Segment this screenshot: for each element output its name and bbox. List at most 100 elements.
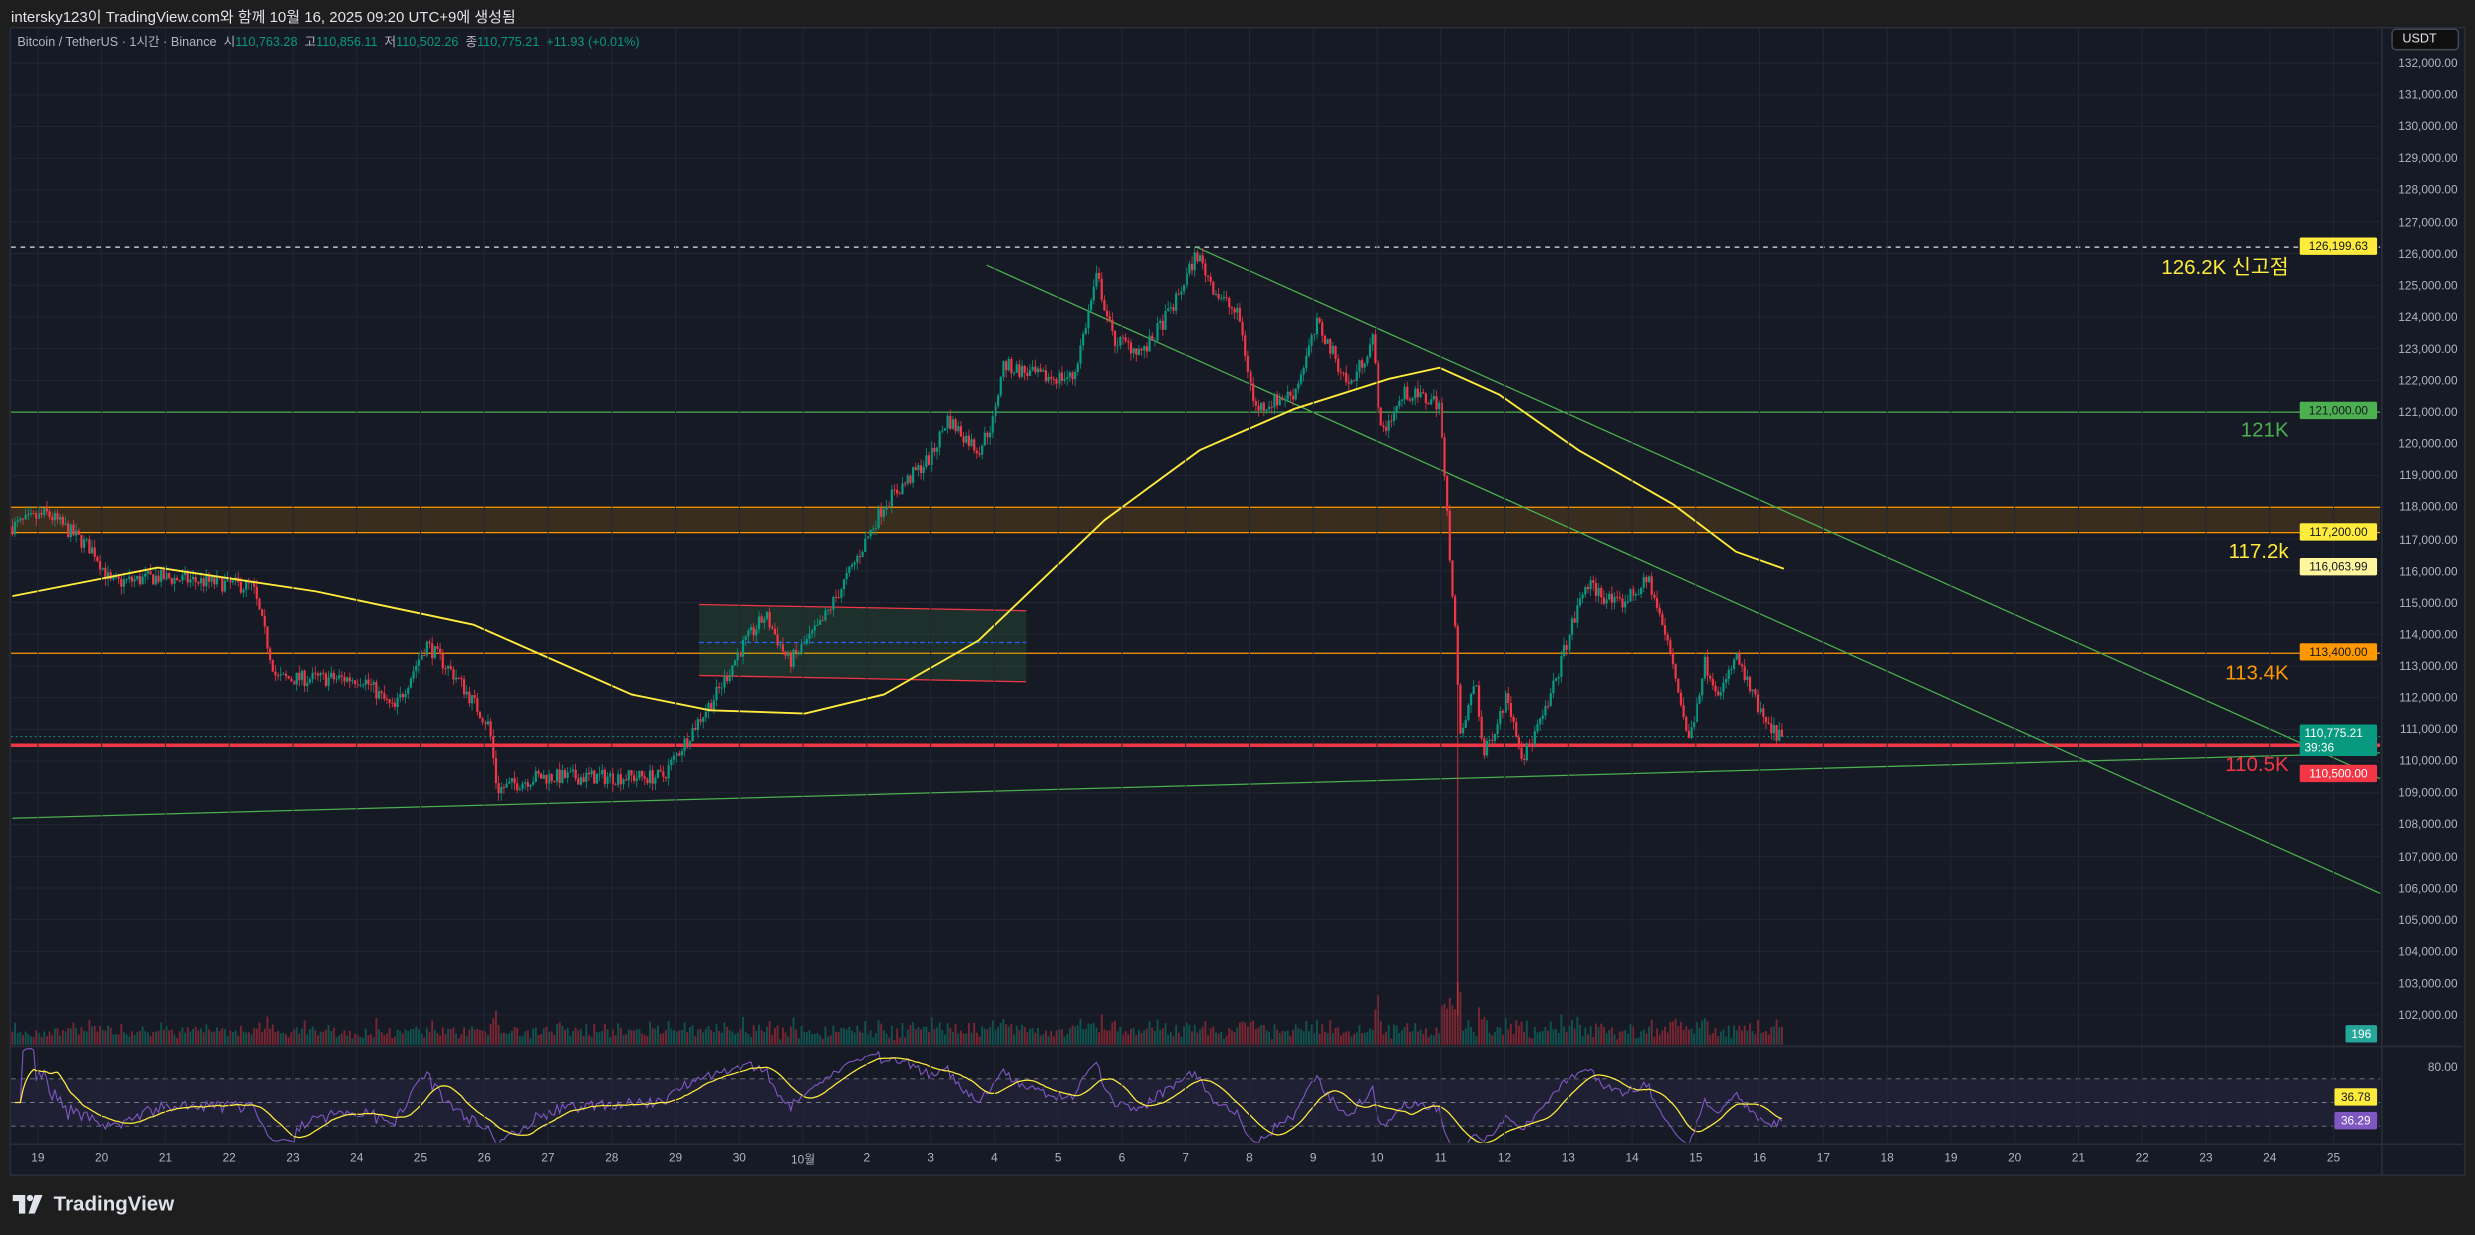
volume-bar xyxy=(763,1032,766,1045)
volume-bar xyxy=(415,1026,418,1045)
candle-body xyxy=(1379,407,1382,426)
volume-bar xyxy=(362,1037,365,1045)
candle-body xyxy=(1058,372,1061,384)
volume-bar xyxy=(954,1023,957,1045)
candle-body xyxy=(553,781,556,782)
currency-button[interactable]: USDT xyxy=(2391,28,2460,51)
volume-bar xyxy=(234,1030,237,1045)
candle-body xyxy=(1113,330,1117,346)
volume-bar xyxy=(1480,1019,1483,1045)
candle-body xyxy=(662,771,665,777)
volume-bar xyxy=(662,1033,665,1045)
candle-body xyxy=(308,679,312,683)
volume-bar xyxy=(1767,1034,1770,1045)
volume-bar xyxy=(1318,1033,1321,1045)
volume-bar xyxy=(404,1029,407,1045)
volume-bar xyxy=(14,1022,16,1045)
candle-body xyxy=(298,672,301,681)
volume-bar xyxy=(957,1033,960,1045)
volume-bar xyxy=(178,1031,181,1045)
volume-bar xyxy=(1127,1034,1130,1045)
candle-body xyxy=(1299,374,1303,384)
candle-body xyxy=(1121,337,1125,338)
volume-bar xyxy=(123,1032,125,1045)
candle-body xyxy=(1419,392,1422,398)
candle-body xyxy=(287,676,290,679)
volume-bar xyxy=(768,1021,771,1045)
level-121k-annotation[interactable]: 121K xyxy=(2240,417,2289,442)
volume-bar xyxy=(997,1026,1000,1045)
volume-bar xyxy=(1626,1034,1629,1045)
level-117k-annotation[interactable]: 117.2k xyxy=(2228,539,2289,563)
volume-bar xyxy=(229,1030,232,1045)
candle-body xyxy=(1687,730,1691,738)
volume-bar xyxy=(1653,1036,1656,1045)
candle-body xyxy=(1539,718,1542,725)
volume-bar xyxy=(160,1022,163,1045)
volume-bar xyxy=(144,1031,147,1045)
volume-bar xyxy=(340,1033,343,1045)
volume-bar xyxy=(1167,1034,1170,1045)
candle-body xyxy=(1748,676,1752,692)
symbol-name[interactable]: Bitcoin / TetherUS · 1시간 · Binance xyxy=(17,34,217,49)
candle-body xyxy=(765,612,769,620)
volume-bar xyxy=(441,1027,444,1045)
volume-bar xyxy=(649,1021,651,1045)
candle-body xyxy=(452,669,455,680)
volume-bar xyxy=(561,1025,564,1045)
volume-bar xyxy=(1029,1028,1031,1045)
volume-bar xyxy=(1329,1020,1332,1045)
level-110k-annotation[interactable]: 110.5K xyxy=(2225,752,2289,776)
volume-bar xyxy=(1711,1033,1714,1045)
volume-bar xyxy=(1541,1030,1544,1045)
candle-body xyxy=(447,666,450,669)
candle-body xyxy=(162,569,165,580)
tradingview-logo: TradingView xyxy=(12,1192,175,1215)
volume-bar xyxy=(1685,1026,1688,1045)
candle-body xyxy=(75,530,78,536)
volume-bar xyxy=(1560,1014,1563,1045)
candle-body xyxy=(415,665,418,672)
candle-body xyxy=(1368,344,1372,357)
volume-bar xyxy=(1398,1033,1401,1045)
volume-bar xyxy=(1581,1036,1584,1045)
chart-pane[interactable] xyxy=(9,26,2466,1176)
candle-body xyxy=(550,774,553,782)
candle-body xyxy=(1438,402,1441,410)
candle-body xyxy=(1732,659,1736,669)
date-tick: 2 xyxy=(863,1150,871,1165)
candle-body xyxy=(112,577,115,580)
volume-bar xyxy=(386,1033,388,1045)
volume-bar xyxy=(356,1034,359,1045)
volume-bar xyxy=(311,1026,314,1045)
volume-bar xyxy=(800,1025,803,1045)
candle-body xyxy=(1159,320,1162,323)
candle-body xyxy=(1390,420,1393,422)
volume-bar xyxy=(1010,1023,1013,1045)
volume-bar xyxy=(933,1029,936,1045)
candle-body xyxy=(282,673,285,675)
volume-bar xyxy=(473,1029,476,1045)
volume-bar xyxy=(1278,1033,1281,1045)
volume-bar xyxy=(893,1040,896,1045)
candle-body xyxy=(1703,656,1706,679)
volume-bar xyxy=(1499,1027,1502,1045)
candle-body xyxy=(1190,263,1194,271)
candle-body xyxy=(276,675,280,677)
volume-bar xyxy=(77,1034,80,1045)
volume-bar xyxy=(577,1030,580,1045)
volume-bar xyxy=(1042,1034,1045,1045)
candle-body xyxy=(1127,340,1130,343)
price-tick: 127,000.00 xyxy=(2398,214,2458,229)
volume-bar xyxy=(154,1031,157,1045)
volume-bar xyxy=(1066,1034,1069,1045)
volume-bar xyxy=(1055,1030,1058,1045)
volume-bar xyxy=(1297,1028,1300,1045)
volume-bar xyxy=(27,1033,30,1045)
candle-body xyxy=(242,589,245,593)
ath-annotation[interactable]: 126.2K 신고점 xyxy=(2161,254,2289,279)
level-113k-annotation[interactable]: 113.4K xyxy=(2225,660,2289,685)
volume-bar xyxy=(157,1030,160,1045)
volume-bar xyxy=(880,1023,883,1045)
